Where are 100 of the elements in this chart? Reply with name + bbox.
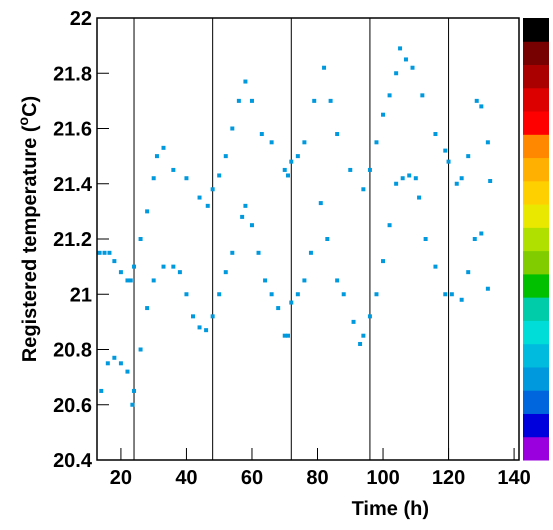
point [263,278,268,282]
y-tick-label: 21.4 [53,174,93,196]
x-tick-label: 120 [432,467,466,489]
point [446,160,451,164]
point [289,300,294,305]
point [443,148,448,153]
point [358,342,362,346]
point [145,306,150,310]
point [250,223,254,228]
point [250,98,254,103]
x-tick-label: 100 [366,467,400,489]
point [308,250,313,255]
point [112,356,116,360]
point [328,98,333,103]
point [270,140,274,144]
x-axis-title: Time (h) [352,498,429,520]
point [191,314,195,318]
point [342,292,346,296]
y-tick-label: 21.6 [53,118,92,140]
point [466,154,470,158]
y-tick-label: 20.4 [53,450,93,472]
x-tick-label: 80 [306,467,329,489]
y-tick-label: 21.2 [53,229,92,251]
point [450,292,454,296]
point [224,154,228,158]
point [325,237,330,241]
point [433,264,438,269]
point [178,270,182,274]
y-tick-label: 21.8 [53,63,92,86]
point [138,348,143,352]
y-tick-label: 22 [70,8,92,30]
point [352,320,356,324]
point [368,168,372,172]
point [296,154,300,158]
point [394,71,398,76]
point [474,98,479,103]
point [282,168,287,172]
point [460,298,464,302]
point [118,270,123,274]
point [348,168,352,172]
point [276,306,280,310]
point [335,132,340,136]
point [388,93,392,98]
point [118,361,123,366]
point [106,361,110,366]
x-tick-label: 60 [240,467,264,489]
point [260,132,264,136]
point [154,154,159,158]
point [112,259,116,264]
point [414,176,418,180]
point [322,66,326,70]
point [400,176,405,180]
point [486,140,490,144]
point [289,160,294,164]
x-tick-label: 20 [110,467,132,489]
point [318,201,323,206]
y-tick-label: 20.6 [53,394,92,417]
y-tick-label: 21 [70,284,92,306]
point [410,66,415,70]
point [296,292,300,296]
point [404,57,408,62]
point [171,264,176,269]
point [302,278,306,282]
point [130,402,134,407]
point [206,204,210,208]
point [107,250,112,255]
point [361,187,366,192]
point [204,328,208,332]
point [230,126,234,130]
point [424,237,428,241]
point [145,209,150,214]
x-tick-label: 40 [175,467,198,489]
point [407,173,412,178]
point [335,278,340,282]
point [230,250,234,255]
point [270,292,274,296]
point [417,196,422,200]
point [243,204,248,208]
point [132,388,136,393]
point [479,231,484,236]
point [152,278,156,282]
point [443,292,448,296]
point [286,173,290,178]
point [217,173,222,178]
point [240,214,244,219]
point [125,370,130,374]
point [217,292,222,296]
point [286,334,290,338]
point [210,187,215,192]
point [460,176,464,180]
point [162,264,166,269]
point [128,278,133,282]
point [224,270,228,274]
point [302,140,306,144]
point [171,168,176,172]
point [466,270,470,274]
point [394,182,398,186]
point [152,176,156,180]
point [243,80,248,84]
point [162,146,166,150]
